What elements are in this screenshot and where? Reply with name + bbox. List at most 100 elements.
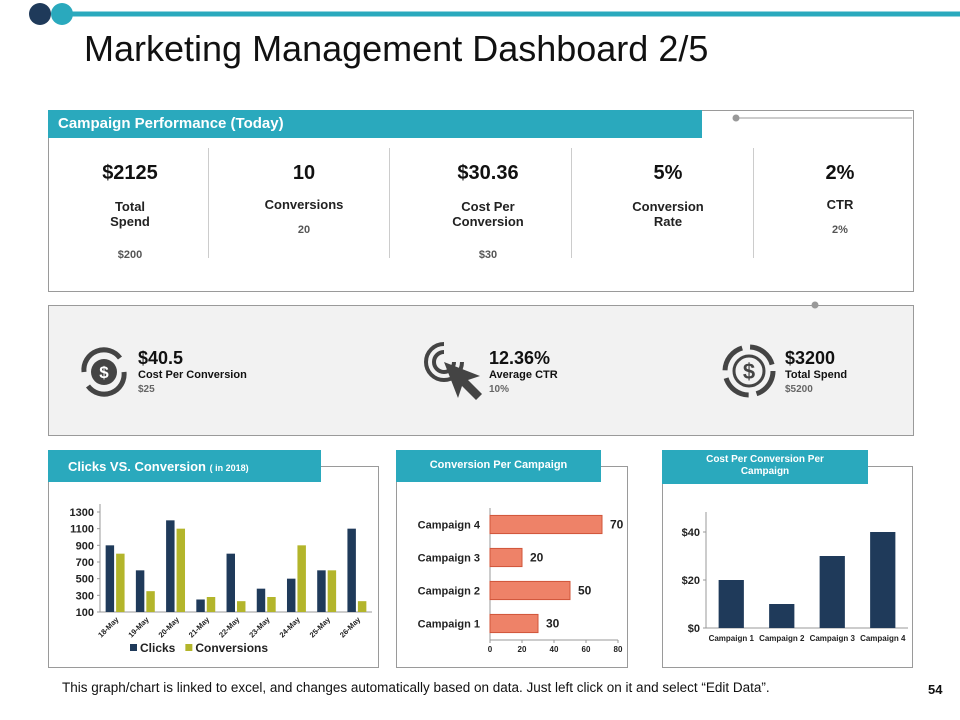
chart: 100 300 500 700 900 1100 1300 18-May 19-May 20-Ma… (70, 504, 372, 655)
y-tick-label: 1100 (70, 524, 94, 536)
footer-note: This graph/chart is linked to excel, and… (62, 680, 770, 695)
kpi-value: 12.36% (489, 348, 551, 368)
bar (317, 570, 326, 612)
chart-header: Clicks VS. Conversion ( in 2018) (48, 450, 321, 482)
chart-header: Cost Per Conversion Per Campaign (662, 450, 868, 484)
x-tick-label: 80 (614, 645, 623, 654)
kpi-label: Cost Per Conversion (452, 199, 524, 229)
x-tick-label: Campaign 4 (860, 634, 906, 643)
y-tick-label: $20 (682, 575, 700, 587)
bar (286, 578, 296, 612)
bar (870, 532, 896, 628)
y-tick-label: 700 (76, 557, 94, 569)
bar (105, 545, 115, 612)
kpi-value: $30.36 (457, 162, 519, 184)
data-label: 50 (578, 584, 592, 598)
summary-kpi: 12.36% Average CTR 10% (489, 348, 558, 395)
page-title: Marketing Management Dashboard 2/5 (84, 28, 709, 69)
x-tick-label: Campaign 3 (810, 634, 856, 643)
chart-subtitle: ( in 2018) (209, 463, 249, 473)
x-tick-label: 22-May (217, 614, 242, 639)
kpi-sub: $5200 (785, 384, 813, 395)
y-tick-label: Campaign 2 (418, 586, 480, 598)
bar (237, 601, 246, 612)
bar (489, 613, 539, 634)
y-tick-label: 500 (76, 574, 94, 586)
chart-header: Conversion Per Campaign (396, 450, 601, 482)
chart-title: Clicks VS. Conversion (68, 459, 206, 474)
bar (297, 545, 306, 612)
kpi-sub: 10% (489, 384, 510, 395)
kpi: 10 Conversions 20 (244, 162, 364, 236)
y-tick-label: 300 (76, 590, 94, 602)
bar (176, 528, 186, 612)
kpi-value: $3200 (785, 348, 836, 368)
kpi: $30.36 Cost Per Conversion $30 (418, 162, 558, 261)
kpi-label: Conversions (264, 197, 344, 212)
kpi: $2125 Total Spend $200 (70, 162, 190, 261)
bar (206, 597, 216, 612)
data-label: 70 (610, 518, 624, 532)
x-tick-label: 26-May (338, 614, 363, 639)
y-tick-label: Campaign 4 (418, 520, 481, 532)
page-number: 54 (928, 682, 943, 697)
divider (208, 148, 209, 258)
x-tick-label: 40 (550, 645, 559, 654)
x-tick-label: 60 (582, 645, 591, 654)
y-tick-label: $0 (688, 623, 700, 635)
bar (769, 604, 795, 628)
kpi-value: 2% (825, 162, 855, 184)
dollar-cycle-icon: $ (81, 347, 127, 397)
kpi: 5% Conversion Rate (608, 162, 728, 229)
bar (166, 520, 175, 612)
summary-panel (48, 305, 914, 436)
bar (146, 591, 155, 612)
chart: 0 20 40 60 80 Campaign 1 30 Campaign 2 50 Campaig… (418, 508, 624, 654)
bar (489, 580, 571, 601)
bar (196, 599, 205, 612)
kpi: 2% CTR 2% (780, 162, 900, 236)
bar (267, 597, 276, 612)
kpi-sub: $25 (138, 384, 155, 395)
y-tick-label: 1300 (70, 507, 94, 519)
bar (718, 580, 744, 628)
kpi-sub: 20 (297, 224, 311, 236)
x-tick-label: 18-May (96, 614, 121, 639)
summary-kpi: $3200 Total Spend $5200 (785, 348, 847, 395)
kpi-sub: $30 (478, 249, 498, 261)
y-tick-label: 900 (76, 540, 94, 552)
data-label: 30 (546, 617, 560, 631)
x-tick-label: 0 (488, 645, 493, 654)
divider (571, 148, 572, 258)
legend-label: Clicks (140, 641, 176, 655)
x-tick-label: 19-May (126, 614, 151, 639)
bar (357, 601, 367, 612)
x-tick-label: Campaign 2 (759, 634, 805, 643)
kpi-value: $40.5 (138, 348, 184, 368)
kpi-value: $2125 (102, 162, 158, 184)
y-tick-label: Campaign 3 (418, 553, 480, 565)
bar (116, 553, 125, 612)
bar (226, 553, 235, 612)
x-tick-label: 20-May (157, 614, 182, 639)
bar (819, 556, 845, 628)
legend-swatch (185, 644, 193, 651)
x-tick-label: Campaign 1 (709, 634, 755, 643)
bar (327, 570, 337, 612)
click-icon (424, 342, 482, 400)
legend-swatch (130, 644, 137, 651)
divider (753, 148, 754, 258)
bar (347, 528, 356, 612)
top-bar (29, 3, 960, 25)
kpi-label: Cost Per Conversion (138, 369, 247, 381)
bar (489, 547, 523, 568)
connector-dot (811, 301, 819, 309)
dollar-gear-icon: $ (722, 344, 776, 398)
kpi-label: Conversion Rate (632, 199, 704, 229)
x-tick-label: 20 (518, 645, 527, 654)
summary-kpi: $40.5 Cost Per Conversion $25 (138, 348, 247, 395)
bar (135, 570, 145, 612)
y-tick-label: Campaign 1 (418, 619, 480, 631)
connector (732, 114, 912, 122)
